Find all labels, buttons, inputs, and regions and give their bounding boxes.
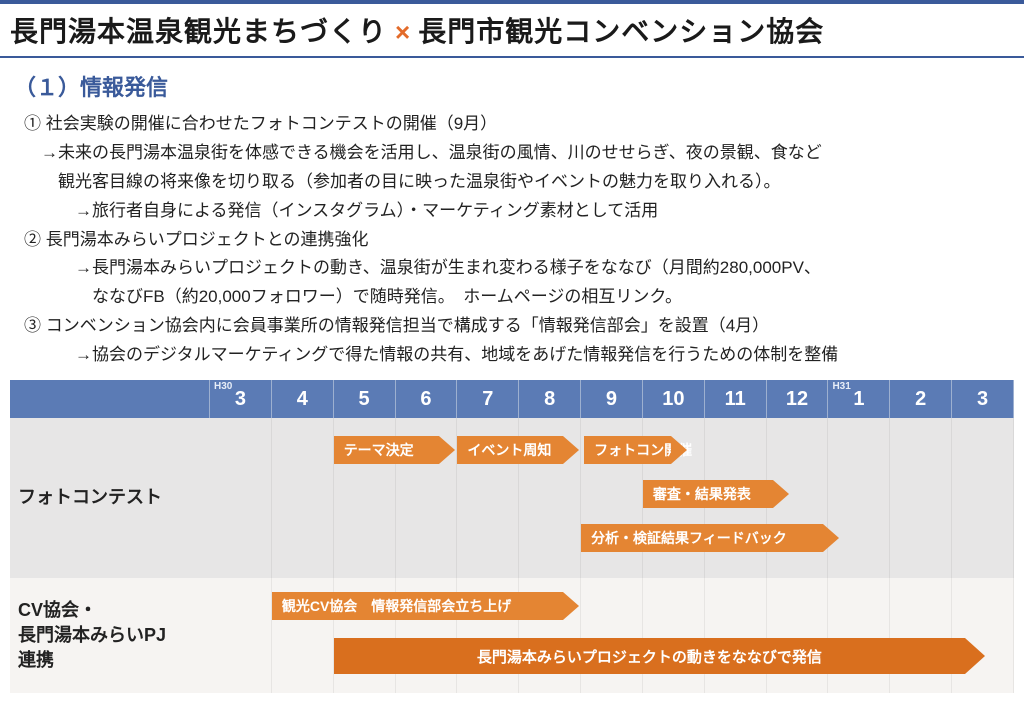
timeline-month-cell: 4 (272, 380, 334, 418)
month-number: 5 (359, 388, 370, 411)
body-line: →長門湯本みらいプロジェクトの動き、温泉街が生まれ変わる様子をななび（月間約28… (24, 254, 1000, 283)
timeline-chart: H303456789101112H31123 フォトコンテストテーマ決定イベント… (10, 380, 1014, 693)
timeline-month-cell: 10 (643, 380, 705, 418)
title-right: 長門市観光コンベンション協会 (418, 10, 824, 50)
timeline-row: フォトコンテストテーマ決定イベント周知フォトコン開催審査・結果発表分析・検証結果… (10, 418, 1014, 578)
month-number: 10 (662, 388, 684, 411)
month-number: 12 (786, 388, 808, 411)
body-line: →旅行者自身による発信（インスタグラム）・マーケティング素材として活用 (24, 197, 1000, 226)
timeline-month-cell: 8 (519, 380, 581, 418)
month-number: 4 (297, 388, 308, 411)
title-left: 長門湯本温泉観光まちづくり (10, 10, 387, 50)
timeline-month-cell: 7 (457, 380, 519, 418)
body-line: →協会のデジタルマーケティングで得た情報の共有、地域をあげた情報発信を行うための… (24, 341, 1000, 370)
month-number: 9 (606, 388, 617, 411)
timeline-month-cell: H311 (828, 380, 890, 418)
timeline-month-cell: 5 (334, 380, 396, 418)
timeline-month-cell: 6 (396, 380, 458, 418)
body-line: 観光客目線の将来像を切り取る（参加者の目に映った温泉街やイベントの魅力を取り入れ… (24, 168, 1000, 197)
body-line: →未来の長門湯本温泉街を体感できる機会を活用し、温泉街の風情、川のせせらぎ、夜の… (24, 139, 1000, 168)
timeline-row-grid: 観光CV協会 情報発信部会立ち上げ長門湯本みらいプロジェクトの動きをななびで発信 (210, 578, 1014, 693)
body-line: ① 社会実験の開催に合わせたフォトコンテストの開催（9月） (24, 110, 1000, 139)
page-title-bar: 長門湯本温泉観光まちづくり × 長門市観光コンベンション協会 (0, 0, 1024, 58)
gantt-arrow: イベント周知 (457, 436, 563, 464)
era-label: H30 (214, 381, 232, 392)
timeline-row: CV協会・ 長門湯本みらいPJ 連携観光CV協会 情報発信部会立ち上げ長門湯本み… (10, 578, 1014, 693)
timeline-month-cell: 11 (705, 380, 767, 418)
timeline-row-label: CV協会・ 長門湯本みらいPJ 連携 (10, 578, 210, 693)
timeline-month-cell: 9 (581, 380, 643, 418)
gantt-arrow: 分析・検証結果フィードバック (581, 524, 823, 552)
body-line: ② 長門湯本みらいプロジェクトとの連携強化 (24, 226, 1000, 255)
gantt-arrow: テーマ決定 (334, 436, 440, 464)
timeline-header-blank (10, 380, 210, 418)
timeline-row-grid: テーマ決定イベント周知フォトコン開催審査・結果発表分析・検証結果フィードバック (210, 418, 1014, 578)
timeline-header: H303456789101112H31123 (10, 380, 1014, 418)
body-line: ③ コンベンション協会内に会員事業所の情報発信担当で構成する「情報発信部会」を設… (24, 312, 1000, 341)
timeline-month-cell: H303 (210, 380, 272, 418)
month-number: 3 (235, 388, 246, 411)
gantt-arrow: 審査・結果発表 (643, 480, 773, 508)
timeline-month-cell: 12 (767, 380, 829, 418)
body-text: ① 社会実験の開催に合わせたフォトコンテストの開催（9月） →未来の長門湯本温泉… (24, 110, 1000, 370)
era-label: H31 (832, 381, 850, 392)
month-number: 11 (725, 388, 746, 411)
timeline-row-label: フォトコンテスト (10, 418, 210, 578)
timeline-month-cell: 2 (890, 380, 952, 418)
month-number: 6 (420, 388, 431, 411)
gantt-arrow: 長門湯本みらいプロジェクトの動きをななびで発信 (334, 638, 965, 674)
month-number: 8 (544, 388, 555, 411)
section-subhead: （１）情報発信 (14, 70, 1024, 102)
month-number: 1 (853, 388, 864, 411)
gantt-arrow: 観光CV協会 情報発信部会立ち上げ (272, 592, 563, 620)
month-number: 7 (482, 388, 493, 411)
month-number: 3 (977, 388, 988, 411)
title-x: × (395, 17, 410, 48)
gantt-arrow: フォトコン開催 (584, 436, 671, 464)
month-number: 2 (915, 388, 926, 411)
timeline-month-cell: 3 (952, 380, 1014, 418)
body-line: ななびFB（約20,000フォロワー）で随時発信。 ホームページの相互リンク。 (24, 283, 1000, 312)
